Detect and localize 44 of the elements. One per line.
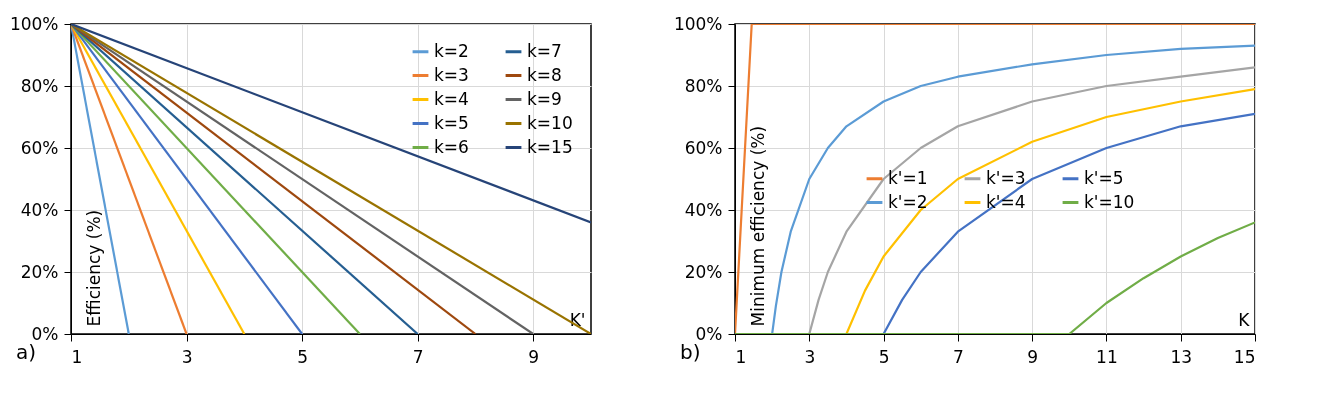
y-tick-label: 20%: [684, 261, 723, 282]
legend-label: k'=3: [986, 167, 1026, 188]
y-tick-label: 100%: [9, 13, 59, 34]
y-axis-title: Minimum efficiency (%): [747, 125, 768, 327]
x-tick-label: 5: [878, 346, 890, 367]
legend-label: k'=5: [1084, 167, 1124, 188]
legend-label: k'=10: [1084, 191, 1135, 212]
legend-label: k=4: [434, 88, 469, 109]
x-tick-label: 3: [181, 346, 193, 367]
x-tick-label: 13: [1170, 346, 1193, 367]
x-tick-label: 1: [71, 346, 83, 367]
legend-label: k=15: [527, 136, 573, 157]
y-tick-label: 40%: [20, 199, 59, 220]
y-tick-label: 40%: [684, 199, 723, 220]
x-tick-label: 15: [1233, 346, 1256, 367]
x-axis-title: K: [1238, 309, 1251, 330]
y-tick-label: 20%: [20, 261, 59, 282]
y-tick-label: 60%: [684, 137, 723, 158]
x-tick-label: 3: [804, 346, 816, 367]
y-tick-label: 80%: [20, 75, 59, 96]
legend-label: k=3: [434, 64, 469, 85]
y-tick-label: 100%: [673, 13, 723, 34]
x-axis-title: K': [569, 309, 586, 330]
legend-label: k'=1: [888, 167, 928, 188]
x-tick-label: 5: [297, 346, 309, 367]
y-tick-label: 60%: [20, 137, 59, 158]
legend-label: k=9: [527, 88, 562, 109]
x-tick-label: 7: [412, 346, 424, 367]
legend-label: k=7: [527, 40, 562, 61]
legend-label: k'=2: [888, 191, 928, 212]
x-tick-label: 1: [735, 346, 747, 367]
line-series: [882, 112, 1255, 334]
x-tick-label: 9: [528, 346, 540, 367]
x-tick-label: 11: [1096, 346, 1118, 367]
legend-label: k=10: [527, 112, 573, 133]
y-axis-title: Efficiency (%): [83, 209, 104, 327]
legend-label: k=8: [527, 64, 562, 85]
legend-label: k=5: [434, 112, 469, 133]
y-tick-label: 80%: [684, 75, 723, 96]
x-tick-label: 9: [1027, 346, 1039, 367]
line-series: [845, 88, 1255, 334]
legend-label: k=2: [434, 40, 469, 61]
legend-label: k=6: [434, 136, 469, 157]
x-tick-label: 7: [952, 346, 964, 367]
